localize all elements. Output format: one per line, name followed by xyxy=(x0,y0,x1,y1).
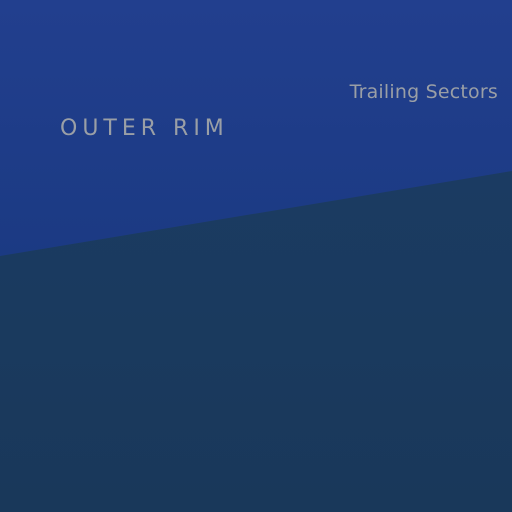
outer-rim-label: OUTER RIM xyxy=(60,116,229,141)
region-outer-rim-fill xyxy=(0,0,512,256)
trailing-sectors-label: Trailing Sectors xyxy=(349,81,498,103)
